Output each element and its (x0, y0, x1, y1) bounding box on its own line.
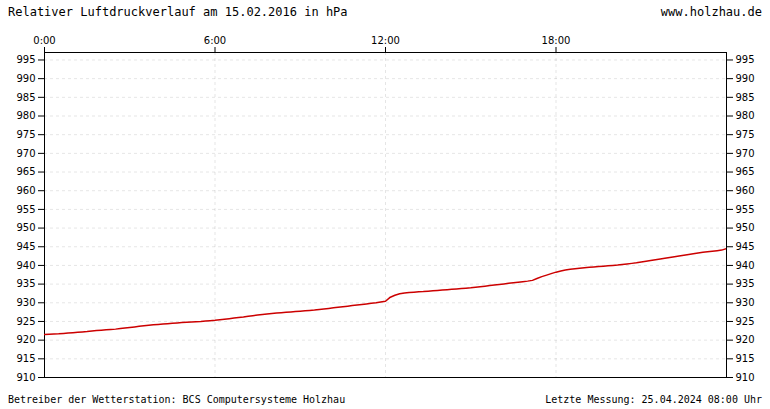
svg-text:995: 995 (16, 54, 35, 65)
svg-text:940: 940 (16, 260, 35, 271)
svg-text:960: 960 (16, 185, 35, 196)
html-text:www.holzhau.de: www.holzhau.de (660, 5, 762, 19)
svg-text:18:00: 18:00 (542, 35, 571, 46)
svg-text:910: 910 (736, 372, 755, 383)
svg-text:930: 930 (736, 297, 755, 308)
svg-text:990: 990 (16, 73, 35, 84)
svg-text:985: 985 (16, 92, 35, 103)
svg-text:970: 970 (16, 148, 35, 159)
svg-text:960: 960 (736, 185, 755, 196)
svg-text:910: 910 (16, 372, 35, 383)
svg-text:955: 955 (16, 204, 35, 215)
svg-text:6:00: 6:00 (204, 35, 226, 46)
svg-text:965: 965 (16, 166, 35, 177)
svg-text:930: 930 (16, 297, 35, 308)
svg-text:940: 940 (736, 260, 755, 271)
svg-text:925: 925 (16, 316, 35, 327)
svg-text:975: 975 (736, 129, 755, 140)
svg-text:970: 970 (736, 148, 755, 159)
html-text:Relativer Luftdruckverlauf am: Relativer Luftdruckverlauf am 15.02.2016… (8, 5, 348, 19)
svg-text:12:00: 12:00 (371, 35, 400, 46)
svg-text:935: 935 (16, 278, 35, 289)
svg-text:920: 920 (16, 334, 35, 345)
svg-text:985: 985 (736, 92, 755, 103)
svg-text:990: 990 (736, 73, 755, 84)
svg-text:915: 915 (16, 353, 35, 364)
html-text:Betreiber der Wetterstation: B: Betreiber der Wetterstation: BCS Compute… (8, 393, 346, 405)
svg-text:935: 935 (736, 278, 755, 289)
svg-text:980: 980 (16, 110, 35, 121)
svg-text:995: 995 (736, 54, 755, 65)
svg-text:965: 965 (736, 166, 755, 177)
svg-text:920: 920 (736, 334, 755, 345)
svg-text:915: 915 (736, 353, 755, 364)
svg-text:980: 980 (736, 110, 755, 121)
html-text:Letzte Messung: 25.04.2024 08:: Letzte Messung: 25.04.2024 08:00 Uhr (545, 393, 762, 405)
svg-text:925: 925 (736, 316, 755, 327)
svg-text:955: 955 (736, 204, 755, 215)
svg-text:950: 950 (736, 222, 755, 233)
svg-text:945: 945 (16, 241, 35, 252)
svg-text:950: 950 (16, 222, 35, 233)
svg-text:945: 945 (736, 241, 755, 252)
svg-text:975: 975 (16, 129, 35, 140)
svg-text:0:00: 0:00 (33, 35, 55, 46)
